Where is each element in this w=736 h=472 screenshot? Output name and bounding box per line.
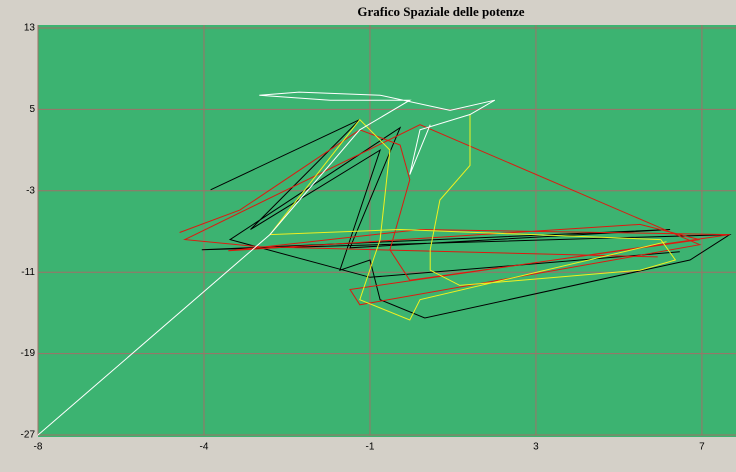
trajectory xyxy=(37,91,496,436)
y-tick-label: -11 xyxy=(21,267,35,278)
plot-area xyxy=(38,25,736,437)
x-tick-label: 3 xyxy=(533,442,539,453)
y-tick-label: -19 xyxy=(21,348,36,359)
y-tick-label: -27 xyxy=(21,430,36,441)
chart-title: Grafico Spaziale delle potenze xyxy=(357,4,524,19)
trajectory xyxy=(268,114,677,321)
x-tick-label: -4 xyxy=(200,442,209,453)
x-tick-label: -1 xyxy=(366,442,375,453)
trajectory xyxy=(179,124,730,306)
x-tick-label: -8 xyxy=(34,442,43,453)
trajectory xyxy=(201,119,732,319)
y-tick-label: -3 xyxy=(26,185,35,196)
x-tick-label: 7 xyxy=(699,442,705,453)
y-tick-label: 5 xyxy=(29,104,35,115)
y-tick-label: 13 xyxy=(24,23,36,34)
